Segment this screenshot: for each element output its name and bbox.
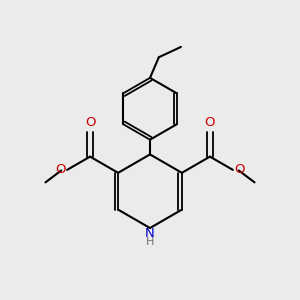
Text: N: N	[145, 226, 155, 240]
Text: H: H	[146, 237, 154, 248]
Text: O: O	[234, 164, 245, 176]
Text: O: O	[85, 116, 95, 129]
Text: O: O	[205, 116, 215, 129]
Text: O: O	[55, 164, 66, 176]
